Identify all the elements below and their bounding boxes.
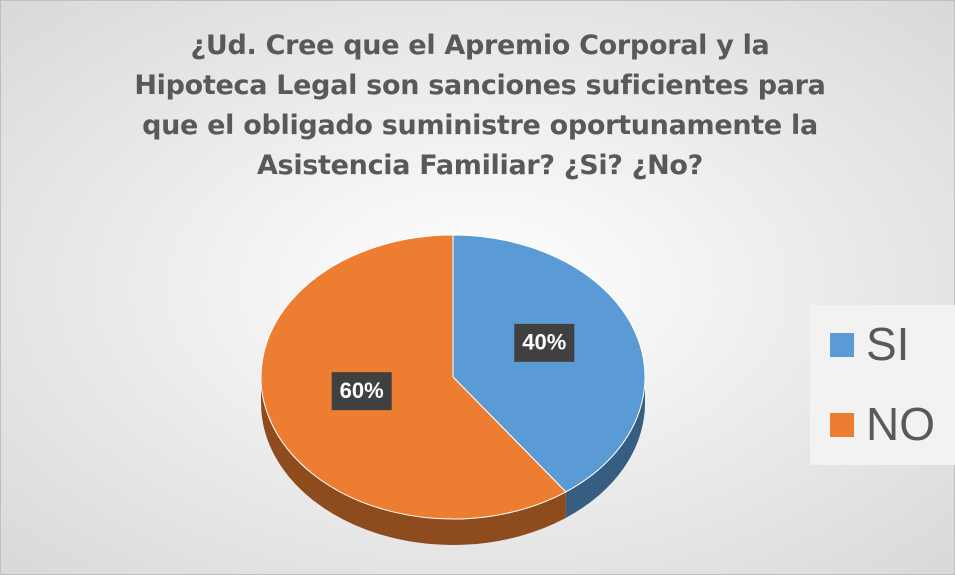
legend-swatch [830,413,854,437]
data-label-box [514,323,575,362]
data-label: 60% [340,378,384,403]
legend-label: NO [866,398,935,450]
chart-title: ¿Ud. Cree que el Apremio Corporal y la H… [134,30,826,181]
pie: 40% 60% [260,234,646,546]
legend-swatch [830,333,854,357]
legend-label: SI [866,318,909,370]
slice [260,234,567,520]
slice-side [565,377,645,518]
slice [452,234,646,493]
slice-side [261,377,566,546]
data-label-box [331,372,392,411]
legend-box [810,305,955,465]
legend: SI NO [830,318,935,450]
data-label: 40% [522,330,566,355]
